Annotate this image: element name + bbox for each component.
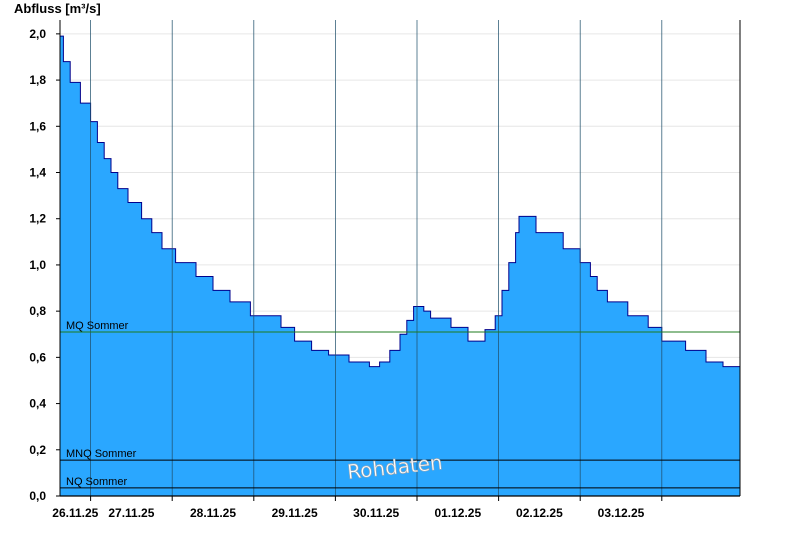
y-tick-label: 1,8 xyxy=(29,73,46,87)
y-tick-label: 0,4 xyxy=(29,397,46,411)
x-tick-label: 03.12.25 xyxy=(598,506,645,520)
y-tick-label: 0,6 xyxy=(29,350,46,364)
reference-label: MQ Sommer xyxy=(66,320,129,332)
x-tick-label: 27.11.25 xyxy=(108,506,154,520)
discharge-area xyxy=(60,35,740,497)
reference-label: NQ Sommer xyxy=(66,476,127,488)
x-tick-label: 29.11.25 xyxy=(272,506,318,520)
x-tick-label: 26.11.25 xyxy=(52,506,98,520)
reference-lines: MQ Sommer MNQ Sommer NQ Sommer xyxy=(60,320,740,489)
x-tick-label: 28.11.25 xyxy=(190,506,236,520)
reference-label: MNQ Sommer xyxy=(66,448,137,460)
axes xyxy=(59,20,741,497)
x-tick-label: 02.12.25 xyxy=(516,506,563,520)
y-axis-label: Abfluss [m³/s] xyxy=(14,1,101,16)
discharge-fill xyxy=(60,36,740,497)
watermark-rohdaten: Rohdaten xyxy=(346,450,444,484)
y-tick-label: 1,2 xyxy=(29,212,46,226)
x-tick-label: 30.11.25 xyxy=(353,506,399,520)
y-tick-label: 0,8 xyxy=(29,304,46,318)
y-tick-label: 1,0 xyxy=(29,258,46,272)
y-tick-label: 1,6 xyxy=(29,119,46,133)
discharge-line xyxy=(60,35,740,368)
x-axis-ticks: 26.11.25 27.11.25 28.11.25 29.11.25 30.11.25… xyxy=(52,496,663,520)
y-tick-label: 2,0 xyxy=(29,27,46,41)
y-tick-label: 1,4 xyxy=(29,166,46,180)
x-tick-label: 01.12.25 xyxy=(434,506,481,520)
y-tick-label: 0,0 xyxy=(29,489,46,503)
y-tick-label: 0,2 xyxy=(29,443,46,457)
day-lines xyxy=(90,20,663,496)
y-axis-ticks: 0,0 0,2 0,4 0,6 0,8 1,0 1,2 1,4 1,6 1,8 2,0 xyxy=(29,27,60,503)
